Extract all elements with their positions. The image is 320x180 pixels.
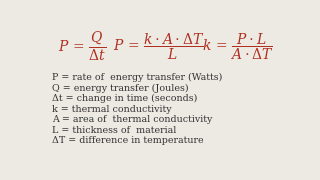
Text: Q = energy transfer (Joules): Q = energy transfer (Joules): [52, 84, 189, 93]
Text: Δt = change in time (seconds): Δt = change in time (seconds): [52, 94, 198, 103]
Text: $k\,=\,\dfrac{P\cdot L}{A\cdot\Delta T}$: $k\,=\,\dfrac{P\cdot L}{A\cdot\Delta T}$: [203, 31, 274, 62]
Text: L = thickness of  material: L = thickness of material: [52, 126, 177, 135]
Text: k = thermal conductivity: k = thermal conductivity: [52, 105, 172, 114]
Text: ΔT = difference in temperature: ΔT = difference in temperature: [52, 136, 204, 145]
Text: P = rate of  energy transfer (Watts): P = rate of energy transfer (Watts): [52, 73, 223, 82]
Text: A = area of  thermal conductivity: A = area of thermal conductivity: [52, 115, 213, 124]
Text: $P\,=\,\dfrac{k\cdot A\cdot\Delta T}{L}$: $P\,=\,\dfrac{k\cdot A\cdot\Delta T}{L}$: [113, 31, 205, 62]
Text: $P\,=\,\dfrac{Q}{\Delta t}$: $P\,=\,\dfrac{Q}{\Delta t}$: [58, 30, 106, 63]
